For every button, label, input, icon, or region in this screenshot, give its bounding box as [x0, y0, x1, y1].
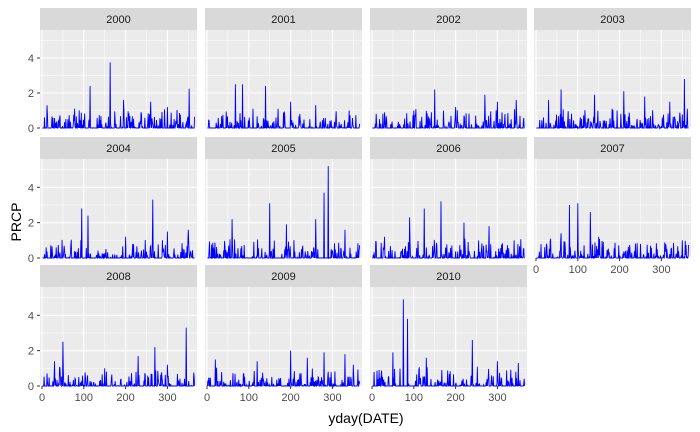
panel-background — [205, 159, 362, 258]
y-tick-label: 2 — [28, 218, 34, 230]
x-axis-title: yday(DATE) — [328, 410, 403, 426]
series-line-prcp-2006 — [372, 201, 525, 260]
facet-strip-label: 2003 — [600, 14, 624, 26]
x-tick-label: 300 — [323, 392, 341, 404]
x-tick-label: 0 — [204, 392, 210, 404]
facet-strip-label: 2007 — [600, 143, 624, 155]
facet-strip-label: 2009 — [271, 271, 295, 283]
y-tick-label: 4 — [28, 182, 34, 194]
series-line-prcp-2005 — [207, 166, 361, 260]
series-line-prcp-2003 — [536, 78, 689, 130]
panel-background — [40, 159, 197, 258]
x-tick-label: 300 — [488, 392, 506, 404]
series-line-prcp-2002 — [372, 89, 525, 130]
facet-2009: 2009 0 100 200 300 — [204, 265, 362, 404]
x-tick-label: 200 — [446, 392, 464, 404]
panel-background — [370, 30, 527, 128]
x-tick-label: 0 — [533, 264, 539, 276]
facet-2010: 2010 0 100 200 300 — [369, 265, 527, 404]
facet-2001: 2001 — [205, 8, 362, 130]
y-tick-label: 4 — [28, 310, 34, 322]
facet-strip-label: 2010 — [436, 271, 460, 283]
y-tick-label: 2 — [28, 346, 34, 358]
series-line-prcp-2001 — [207, 84, 361, 130]
x-tick-label: 200 — [281, 392, 299, 404]
facet-strip — [534, 8, 691, 30]
series-line-prcp-2008 — [42, 327, 196, 388]
x-tick-label: 100 — [240, 392, 258, 404]
facet-strip-label: 2004 — [106, 143, 130, 155]
y-axis-title: PRCP — [8, 203, 24, 242]
panel-background — [40, 30, 197, 128]
x-tick-label: 0 — [39, 392, 45, 404]
x-tick-label: 0 — [369, 392, 375, 404]
facet-2006: 2006 — [370, 137, 527, 260]
x-tick-label: 300 — [158, 392, 176, 404]
x-tick-label: 100 — [75, 392, 93, 404]
facet-strip-label: 2000 — [106, 14, 130, 26]
facet-strip-label: 2006 — [436, 143, 460, 155]
y-tick-label: 2 — [28, 88, 34, 100]
series-line-prcp-2009 — [206, 350, 361, 388]
facet-2003: 2003 — [534, 8, 691, 130]
y-tick-label: 4 — [28, 53, 34, 65]
facet-strip — [370, 8, 527, 30]
facet-2005: 2005 — [205, 137, 362, 260]
series-line-prcp-2000 — [42, 62, 196, 130]
facet-strip-label: 2008 — [106, 271, 130, 283]
facet-strip-label: 2005 — [271, 143, 295, 155]
panel-background — [534, 159, 691, 258]
facet-strip-label: 2002 — [436, 14, 460, 26]
facet-strip — [534, 137, 691, 159]
y-tick-label: 0 — [28, 381, 34, 393]
x-tick-label: 200 — [610, 264, 628, 276]
facet-2008: 2008 0 2 4 0 100 200 300 — [28, 265, 197, 404]
x-tick-label: 300 — [652, 264, 670, 276]
x-tick-label: 200 — [116, 392, 134, 404]
panel-background — [205, 287, 362, 386]
facet-strip — [40, 8, 197, 30]
facet-strip — [370, 137, 527, 159]
facet-2002: 2002 — [370, 8, 527, 130]
facet-strip — [40, 137, 197, 159]
x-tick-label: 100 — [569, 264, 587, 276]
facet-2004: 2004 0 2 4 — [28, 137, 197, 265]
panel-background — [40, 287, 197, 386]
facet-2000: 2000 0 2 4 — [28, 8, 197, 135]
series-line-prcp-2004 — [42, 199, 195, 260]
series-line-prcp-2010 — [372, 299, 526, 388]
x-tick-label: 100 — [405, 392, 423, 404]
facet-strip — [370, 265, 527, 287]
panel-background — [370, 159, 527, 258]
facet-strip-label: 2001 — [271, 14, 295, 26]
series-line-prcp-2007 — [536, 203, 690, 260]
facet-strip — [40, 265, 197, 287]
facet-2007: 2007 0 100 200 300 — [533, 137, 691, 276]
facet-strip — [205, 137, 362, 159]
panel-background — [370, 287, 527, 386]
y-tick-label: 0 — [28, 253, 34, 265]
facet-strip — [205, 265, 362, 287]
y-tick-label: 0 — [28, 123, 34, 135]
facet-strip — [205, 8, 362, 30]
